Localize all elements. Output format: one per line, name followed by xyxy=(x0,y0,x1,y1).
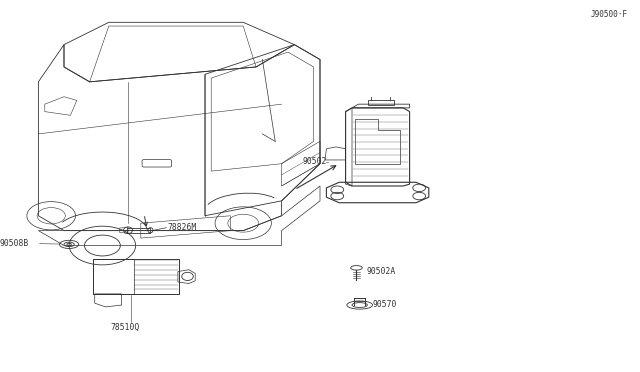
Text: 90502: 90502 xyxy=(302,157,326,166)
Text: 90570: 90570 xyxy=(372,300,397,309)
Text: 78826M: 78826M xyxy=(168,223,197,232)
Text: 90502A: 90502A xyxy=(366,267,396,276)
Text: 90508B: 90508B xyxy=(0,239,29,248)
Text: 78510Q: 78510Q xyxy=(110,323,140,332)
Text: J90500·F: J90500·F xyxy=(590,10,627,19)
